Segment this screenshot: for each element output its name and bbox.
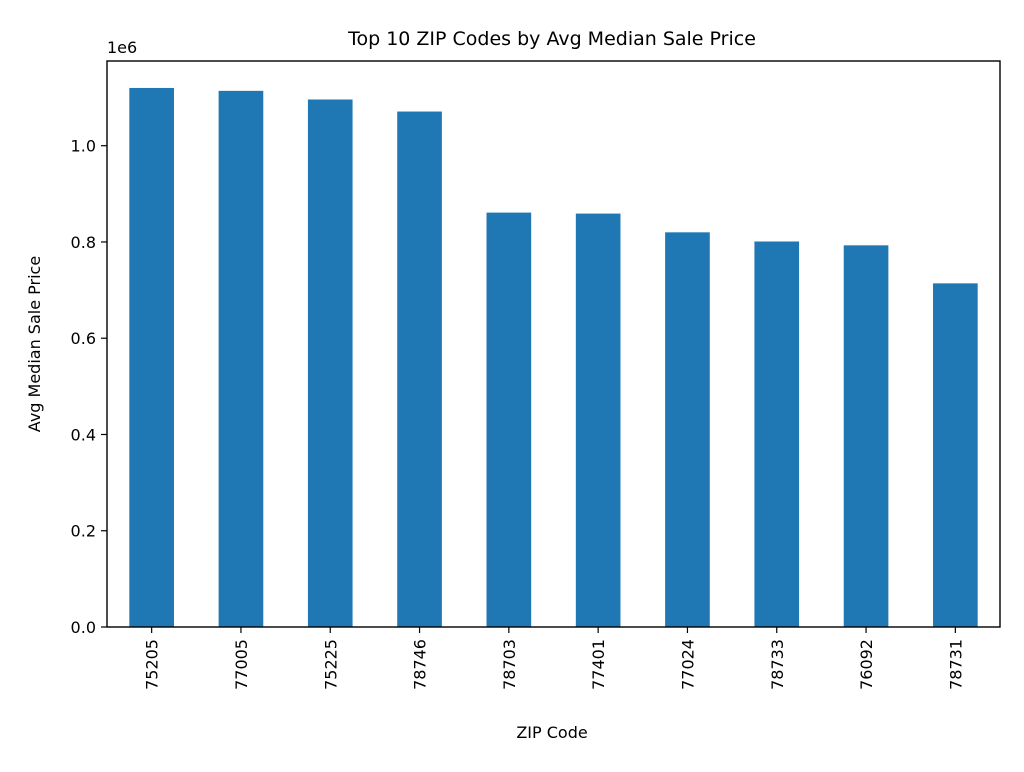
y-axis-label: Avg Median Sale Price (25, 256, 44, 432)
chart-title: Top 10 ZIP Codes by Avg Median Sale Pric… (347, 28, 756, 50)
x-tick-label: 76092 (857, 639, 876, 690)
y-tick-label: 0.8 (71, 233, 96, 252)
x-tick-label: 75225 (321, 639, 340, 690)
bar-77024 (665, 232, 710, 627)
bar-75225 (307, 99, 353, 627)
bar-75205 (129, 87, 174, 627)
bar-78703 (486, 212, 532, 627)
bars-group (129, 87, 978, 628)
x-tick-label: 77024 (678, 639, 697, 690)
x-tick-label: 78746 (411, 639, 430, 690)
bar-77005 (218, 90, 264, 627)
y-tick-label: 0.4 (71, 425, 96, 444)
y-axis-offset-label: 1e6 (107, 38, 137, 57)
x-tick-label: 78731 (946, 639, 965, 690)
x-tick-label: 77005 (232, 639, 251, 690)
plot-frame (106, 60, 1001, 628)
bar-78733 (754, 241, 800, 628)
x-axis-ticks: 75205 77005 75225 78746 78703 77401 77024 78733… (143, 627, 965, 690)
x-tick-label: 78703 (500, 639, 519, 690)
x-axis-label: ZIP Code (516, 723, 587, 742)
y-tick-label: 0.2 (71, 522, 96, 541)
y-tick-label: 0.6 (71, 329, 96, 348)
bar-78746 (397, 111, 442, 628)
bar-76092 (843, 245, 889, 628)
x-tick-label: 78733 (768, 639, 787, 690)
y-axis-ticks: 0.0 0.2 0.4 0.6 0.8 1.0 (71, 137, 107, 637)
y-tick-label: 0.0 (71, 618, 96, 637)
x-tick-label: 77401 (589, 639, 608, 690)
y-tick-label: 1.0 (71, 137, 96, 156)
x-tick-label: 75205 (143, 639, 162, 690)
bar-78731 (933, 283, 978, 627)
bar-77401 (575, 213, 621, 627)
